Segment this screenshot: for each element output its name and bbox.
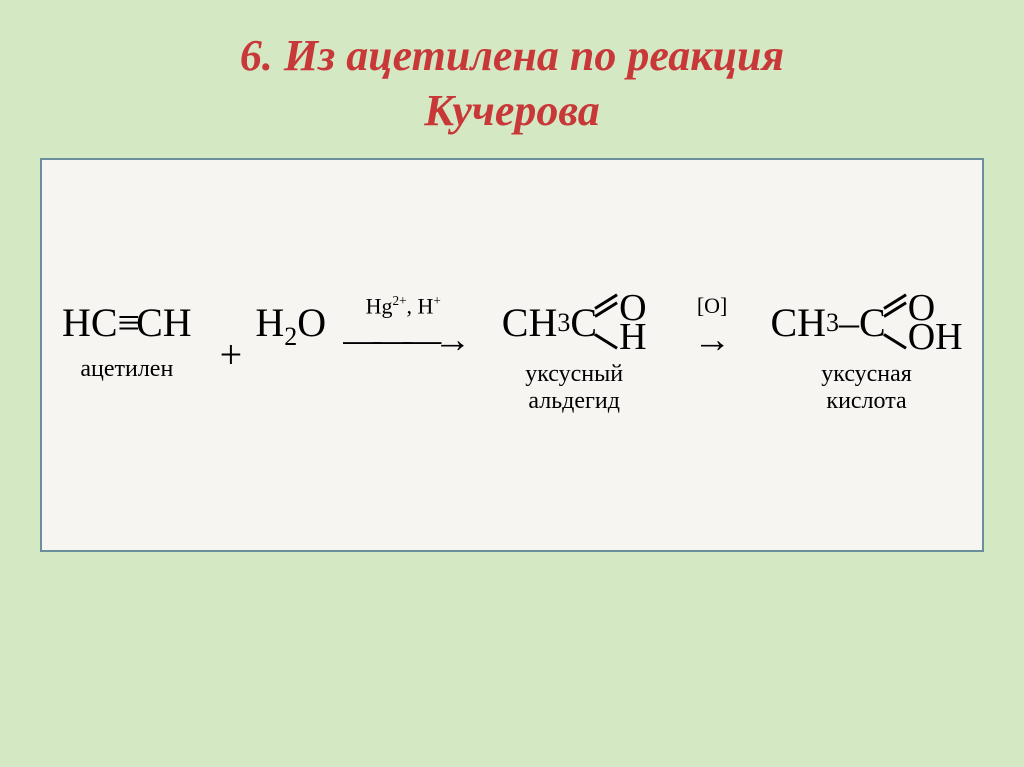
arrow1-conditions: Hg2+, H+ xyxy=(366,293,441,319)
plus-sign: + xyxy=(220,331,243,378)
acid-3: 3 xyxy=(826,308,839,338)
double-bond-icon xyxy=(884,295,906,323)
term-acetic-acid: CH3– C O OH уксусн xyxy=(751,294,982,415)
cond-h-charge: + xyxy=(433,293,440,308)
acid-single-oh: OH xyxy=(884,323,963,352)
reaction-row: HC≡CH ацетилен + H2O Hg2+, H+ ———→ CH3 xyxy=(24,293,1000,417)
ald-h: H xyxy=(619,323,646,352)
acid-c: C xyxy=(859,299,886,346)
cond-h: H xyxy=(418,293,434,318)
water-h: H xyxy=(255,300,284,345)
reaction-box: HC≡CH ацетилен + H2O Hg2+, H+ ———→ CH3 xyxy=(40,158,984,552)
acetylene-label: ацетилен xyxy=(80,356,173,383)
acetylene-hc: HC xyxy=(62,300,118,345)
ald-ch: CH xyxy=(502,299,558,346)
ald-single-h: H xyxy=(595,323,646,352)
acid-cooh-group: C O OH xyxy=(859,294,963,351)
term-acetaldehyde: CH3 C O H уксусный xyxy=(475,294,673,415)
arrow-1: Hg2+, H+ ———→ xyxy=(337,293,469,417)
acetylene-ch: CH xyxy=(136,300,192,345)
acid-label-1: уксусная xyxy=(821,361,912,387)
acid-dash: – xyxy=(839,299,859,346)
acid-oh: OH xyxy=(908,323,963,352)
arrow1-glyph: ———→ xyxy=(343,321,463,359)
cond-sep: , xyxy=(407,293,418,318)
title-line-2: Кучерова xyxy=(424,86,599,135)
term-acetylene: HC≡CH ацетилен xyxy=(42,299,212,411)
ald-label-1: уксусный xyxy=(525,361,623,387)
water-formula: H2O xyxy=(255,299,326,352)
ald-label-2: альдегид xyxy=(528,388,620,414)
ald-cho-group: C O H xyxy=(570,294,646,351)
cond-hg: Hg xyxy=(366,293,393,318)
arrow-2: [O] → xyxy=(679,293,745,417)
triple-bond: ≡ xyxy=(118,300,137,345)
water-o: O xyxy=(297,300,326,345)
single-bond-icon xyxy=(884,323,906,351)
title-line-1: 6. Из ацетилена по реакция xyxy=(240,31,784,80)
single-bond-icon xyxy=(595,323,617,351)
acetaldehyde-label: уксусный альдегид xyxy=(525,361,623,415)
water-2: 2 xyxy=(284,322,297,351)
acid-label-2: кислота xyxy=(826,388,906,414)
acetylene-formula: HC≡CH xyxy=(62,299,192,346)
acetic-acid-formula: CH3– C O OH xyxy=(770,294,962,351)
double-bond-icon xyxy=(595,295,617,323)
slide-title: 6. Из ацетилена по реакция Кучерова xyxy=(62,28,962,138)
cond-hg-charge: 2+ xyxy=(392,293,406,308)
ald-3: 3 xyxy=(557,308,570,338)
acid-ch: CH xyxy=(770,299,826,346)
arrow2-conditions: [O] xyxy=(697,293,728,319)
acetic-acid-label: уксусная кислота xyxy=(821,361,912,415)
arrow2-glyph: → xyxy=(693,321,731,359)
term-water: H2O xyxy=(250,299,331,410)
acetaldehyde-formula: CH3 C O H xyxy=(502,294,647,351)
